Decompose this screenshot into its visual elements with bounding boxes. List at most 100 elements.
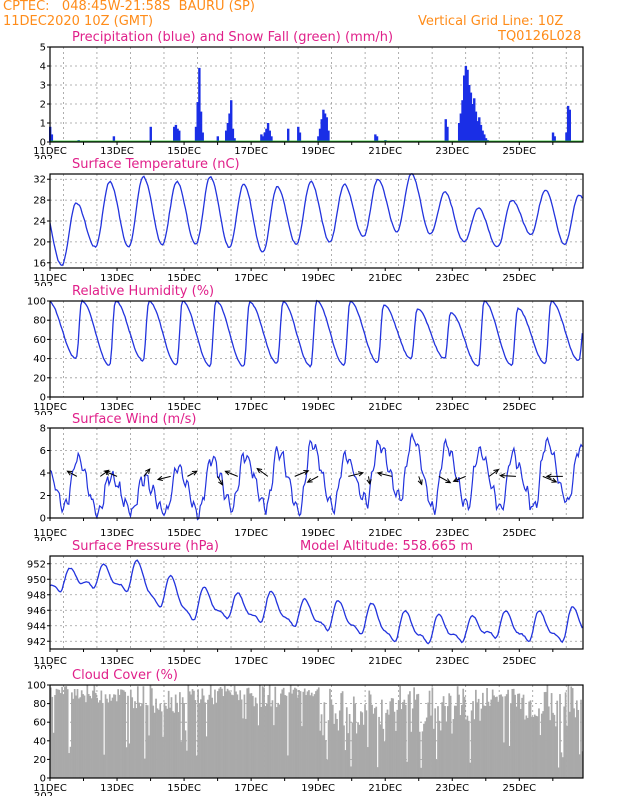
- cloud-bar: [122, 690, 125, 778]
- x-tick-label: 13DEC: [100, 273, 134, 284]
- cloud-bar: [362, 724, 365, 778]
- cloud-bar: [94, 692, 97, 778]
- y-tick-label: 2: [40, 491, 46, 502]
- cloud-bar: [515, 706, 518, 778]
- cloud-bar: [194, 700, 197, 778]
- cloud-bar: [176, 702, 178, 778]
- wind-vector: [143, 468, 151, 477]
- panel-frame: [49, 555, 584, 650]
- cloud-bar: [243, 694, 246, 778]
- precip-bar: [464, 66, 468, 142]
- cloud-bar: [535, 715, 538, 778]
- cloud-bar: [59, 693, 62, 778]
- cloud-bar: [539, 735, 542, 778]
- wind-vector-head: [256, 467, 263, 474]
- cloud-bar: [312, 696, 314, 778]
- x-year-label-cut: 202: [34, 410, 53, 421]
- x-tick-label: 23DEC: [435, 146, 469, 157]
- cloud-bar: [113, 694, 115, 778]
- cloud-bar: [483, 705, 486, 778]
- cloud-bar: [284, 695, 286, 778]
- cloud-bar: [101, 702, 104, 778]
- cloud-bar: [472, 701, 474, 778]
- cloud-bar: [155, 698, 157, 778]
- cloud-bar: [491, 689, 494, 778]
- cloud-bar: [184, 730, 187, 778]
- cloud-bar: [142, 686, 145, 778]
- cloud-bar: [476, 702, 479, 778]
- precip-bar: [468, 85, 471, 142]
- precip-bar: [298, 132, 302, 142]
- cloud-bar: [514, 694, 516, 778]
- cloud-bar: [204, 702, 206, 778]
- cloud-bar: [386, 709, 389, 778]
- cloud-bar: [267, 695, 270, 778]
- x-tick-label: 17DEC: [234, 528, 268, 539]
- precip-bar: [266, 123, 270, 142]
- cloud-bar: [73, 689, 76, 778]
- cloud-bar: [505, 694, 508, 778]
- cloud-bar: [298, 690, 300, 778]
- wind-vector-head: [218, 479, 224, 486]
- cloud-bar: [303, 688, 306, 778]
- cloud-bar: [369, 694, 372, 778]
- cloud-bar: [511, 689, 514, 778]
- cloud-bar: [517, 693, 519, 778]
- y-tick-label: 8: [40, 424, 46, 435]
- header-location: CPTEC: 048:45W-21:58S BAURU (SP): [3, 0, 255, 14]
- cloud-bar: [225, 691, 228, 778]
- panel-2: [47, 174, 583, 271]
- cloud-bar: [162, 736, 164, 778]
- cloud-bar: [357, 722, 359, 778]
- cloud-bar: [75, 695, 77, 778]
- cloud-bar: [100, 690, 103, 778]
- y-tick-label: 0: [40, 774, 46, 785]
- cloud-bar: [382, 728, 385, 778]
- precip-bar: [198, 67, 201, 142]
- cloud-bar: [285, 695, 288, 778]
- cloud-bar: [372, 713, 375, 778]
- cloud-bar: [96, 697, 98, 778]
- wind-vector-head: [303, 469, 310, 475]
- cloud-bar: [354, 703, 357, 778]
- x-tick-label: 25DEC: [502, 402, 536, 413]
- cloud-bar: [135, 708, 138, 778]
- cloud-bar: [383, 741, 386, 778]
- cloud-bar: [563, 706, 566, 778]
- wind-vector: [542, 475, 557, 483]
- y-tick-label: 950: [27, 575, 46, 586]
- y-tick-label: 944: [27, 621, 46, 632]
- cloud-bar: [158, 709, 160, 778]
- cloud-bar: [553, 714, 556, 778]
- cloud-bar: [336, 718, 338, 778]
- precip-bar: [471, 104, 474, 142]
- cloud-bar: [145, 704, 148, 778]
- cloud-bar: [427, 702, 430, 778]
- precip-bar: [233, 138, 236, 142]
- cloud-bar: [420, 767, 422, 778]
- wind-vector: [367, 476, 371, 485]
- wind-vector: [157, 475, 171, 480]
- wind-vector: [67, 470, 78, 477]
- cloud-bar: [235, 691, 237, 778]
- x-tick-label: 23DEC: [435, 783, 469, 794]
- cloud-bar: [507, 689, 509, 778]
- cloud-bar: [288, 692, 291, 778]
- wind-vector-head: [445, 478, 452, 484]
- cloud-bar: [139, 706, 142, 778]
- precip-bar: [446, 126, 449, 142]
- model-altitude: Model Altitude: 558.665 m: [300, 539, 473, 554]
- cloud-bar: [208, 694, 211, 778]
- x-tick-label: 17DEC: [234, 273, 268, 284]
- cloud-bar: [402, 702, 404, 778]
- precip-bar: [194, 126, 198, 142]
- precip-bar: [479, 124, 483, 142]
- cloud-bar: [282, 687, 285, 778]
- panel-frame: [49, 300, 584, 398]
- cloud-bar: [379, 724, 382, 778]
- cloud-bar: [246, 688, 249, 778]
- wind-vector: [488, 469, 499, 477]
- cloud-bar: [68, 753, 70, 778]
- cloud-bar: [215, 702, 218, 778]
- x-tick-label: 19DEC: [301, 528, 335, 539]
